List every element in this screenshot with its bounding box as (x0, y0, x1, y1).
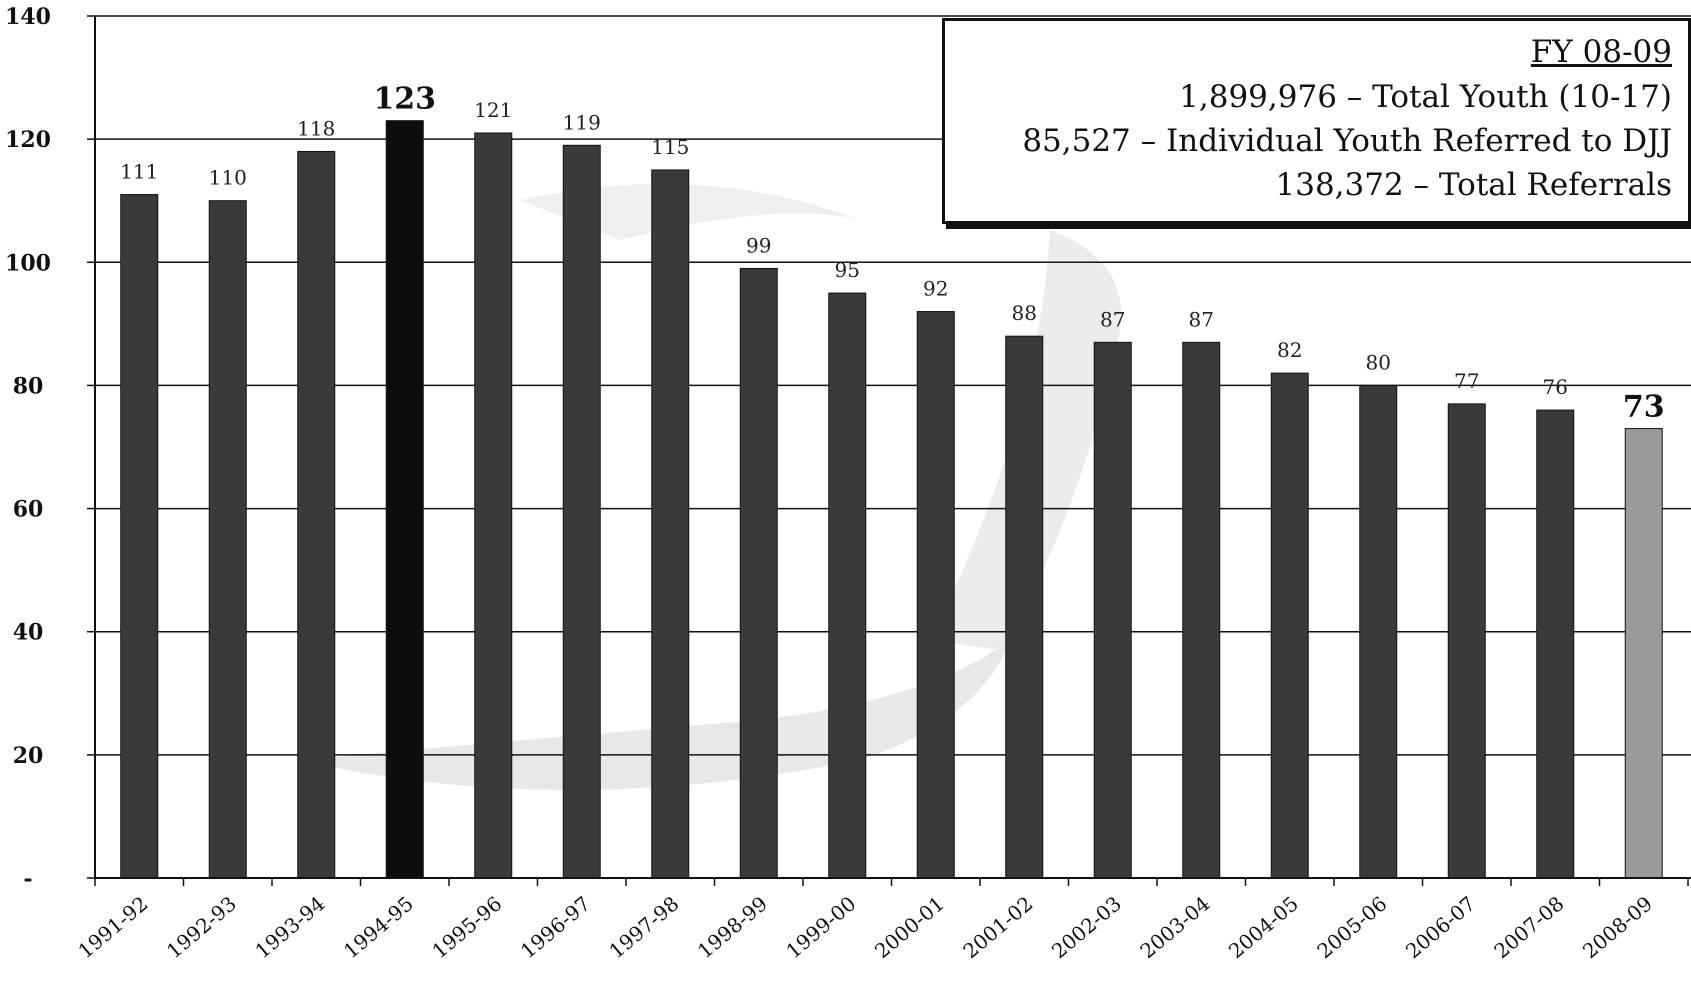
summary-box: FY 08-09 1,899,976 – Total Youth (10-17)… (942, 18, 1691, 224)
x-tick-label-2001-02: 2001-02 (958, 891, 1037, 963)
bar-2004-05 (1270, 372, 1309, 879)
data-label-1998-99: 99 (746, 233, 771, 257)
y-tick-label: - (23, 866, 32, 892)
y-axis-ticks: - 20 40 60 80 100 120 140 (5, 4, 95, 892)
data-label-2000-01: 92 (923, 277, 948, 301)
data-label-1994-95: 123 (373, 82, 436, 117)
x-tick-label-1992-93: 1992-93 (162, 891, 241, 963)
data-label-1996-97: 119 (563, 110, 601, 134)
x-tick-label-1999-00: 1999-00 (781, 891, 860, 963)
x-tick-label-1998-99: 1998-99 (693, 891, 772, 963)
data-labels: 111 110 118 123 121 119 115 99 95 92 88 87 87 82 80 77 7… (120, 82, 1664, 425)
bar-2006-07 (1447, 403, 1486, 879)
bar-2002-03 (1093, 341, 1132, 879)
data-label-2002-03: 87 (1100, 307, 1125, 331)
data-label-1991-92: 111 (120, 160, 158, 184)
y-tick-label: 60 (13, 497, 44, 523)
x-tick-label-1994-95: 1994-95 (339, 891, 418, 963)
y-tick-label: 80 (13, 373, 44, 399)
data-label-2008-09: 73 (1623, 390, 1665, 425)
x-tick-label-2002-03: 2002-03 (1047, 891, 1126, 963)
bar-1996-97 (562, 144, 601, 879)
x-tick-label-2005-06: 2005-06 (1312, 891, 1391, 963)
x-tick-label-1997-98: 1997-98 (604, 891, 683, 963)
data-label-2007-08: 76 (1543, 375, 1568, 399)
data-label-2004-05: 82 (1277, 338, 1302, 362)
summary-line-total-referrals: 138,372 – Total Referrals (1275, 167, 1673, 203)
bar-1992-93 (208, 200, 247, 879)
x-tick-label-1991-92: 1991-92 (73, 891, 152, 963)
x-tick-label-2006-07: 2006-07 (1401, 891, 1480, 963)
bar-1991-92 (120, 194, 159, 879)
bar-1994-95 (385, 120, 424, 879)
summary-title: FY 08-09 (1530, 34, 1672, 70)
bar-2005-06 (1359, 384, 1398, 879)
x-tick-label-1996-97: 1996-97 (516, 891, 595, 963)
x-tick-label-1993-94: 1993-94 (250, 891, 329, 963)
data-label-1997-98: 115 (651, 135, 689, 159)
summary-line-individual-youth: 85,527 – Individual Youth Referred to DJ… (1022, 123, 1672, 159)
bar-1995-96 (474, 132, 513, 879)
bar-1997-98 (651, 169, 690, 879)
x-tick-label-2003-04: 2003-04 (1135, 891, 1214, 963)
data-label-2003-04: 87 (1189, 307, 1214, 331)
bar-1993-94 (297, 150, 336, 879)
x-tick-label-2000-01: 2000-01 (870, 891, 949, 963)
data-label-2006-07: 77 (1454, 369, 1479, 393)
bar-2003-04 (1182, 341, 1221, 879)
summary-line-total-youth: 1,899,976 – Total Youth (10-17) (1179, 79, 1672, 115)
y-tick-label: 20 (13, 743, 44, 769)
y-tick-label: 120 (5, 127, 51, 153)
x-tick-label-2007-08: 2007-08 (1489, 891, 1568, 963)
y-tick-label: 140 (5, 4, 51, 30)
y-tick-label: 40 (13, 620, 44, 646)
data-label-1999-00: 95 (835, 258, 860, 282)
data-label-1993-94: 118 (297, 116, 335, 140)
data-label-2005-06: 80 (1366, 350, 1391, 374)
x-axis-ticks: 1991-92 1992-93 1993-94 1994-95 1995-96 1996-… (73, 878, 1689, 963)
data-label-1995-96: 121 (474, 98, 512, 122)
data-label-1992-93: 110 (209, 166, 247, 190)
data-label-2001-02: 88 (1012, 301, 1037, 325)
x-tick-label-2004-05: 2004-05 (1224, 891, 1303, 963)
x-tick-label-1995-96: 1995-96 (427, 891, 506, 963)
bar-1999-00 (828, 292, 867, 879)
x-tick-label-2008-09: 2008-09 (1578, 891, 1657, 963)
bar-2007-08 (1536, 409, 1575, 879)
bar-1998-99 (739, 267, 778, 879)
y-tick-label: 100 (5, 250, 51, 276)
bar-2000-01 (916, 311, 955, 879)
bar-2001-02 (1005, 335, 1044, 879)
bar-2008-09 (1624, 428, 1663, 879)
